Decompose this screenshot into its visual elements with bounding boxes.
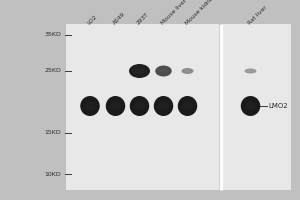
Ellipse shape xyxy=(130,96,149,116)
Ellipse shape xyxy=(106,96,125,116)
Text: LO2: LO2 xyxy=(86,14,98,26)
Ellipse shape xyxy=(184,70,191,72)
Ellipse shape xyxy=(247,70,254,72)
Text: Rat liver: Rat liver xyxy=(247,5,268,26)
Ellipse shape xyxy=(134,68,145,74)
Ellipse shape xyxy=(159,69,168,73)
Text: 10KD: 10KD xyxy=(45,171,61,176)
Ellipse shape xyxy=(129,64,150,78)
Text: 293T: 293T xyxy=(136,12,150,26)
Ellipse shape xyxy=(85,102,95,110)
Ellipse shape xyxy=(134,102,145,110)
Ellipse shape xyxy=(154,96,173,116)
Text: Mouse kidney: Mouse kidney xyxy=(184,0,216,26)
Ellipse shape xyxy=(158,102,169,110)
Ellipse shape xyxy=(110,102,121,110)
Text: 25KD: 25KD xyxy=(45,68,61,73)
Text: 35KD: 35KD xyxy=(45,32,61,38)
Text: Mouse liver: Mouse liver xyxy=(160,0,188,26)
Ellipse shape xyxy=(244,68,256,73)
Ellipse shape xyxy=(182,68,194,74)
Ellipse shape xyxy=(241,96,260,116)
Ellipse shape xyxy=(182,102,193,110)
Bar xyxy=(66,24,219,190)
Ellipse shape xyxy=(245,102,256,110)
Text: AS49: AS49 xyxy=(112,12,126,26)
Text: 15KD: 15KD xyxy=(45,130,61,136)
Text: LMO2: LMO2 xyxy=(268,103,288,109)
Ellipse shape xyxy=(155,66,172,76)
Bar xyxy=(222,24,291,190)
Ellipse shape xyxy=(178,96,197,116)
Ellipse shape xyxy=(80,96,100,116)
